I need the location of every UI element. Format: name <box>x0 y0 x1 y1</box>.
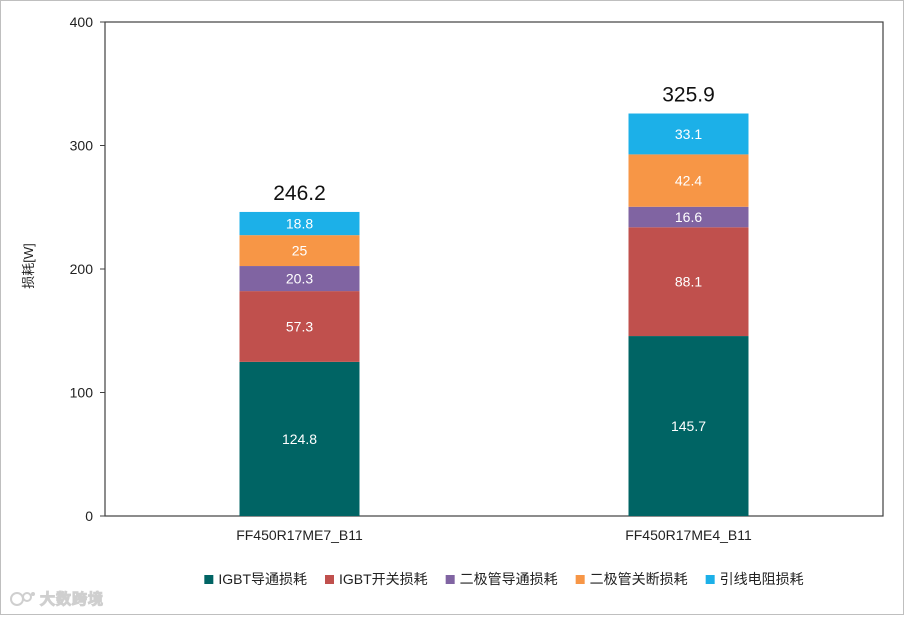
logo-icon <box>10 591 35 606</box>
y-axis-title: 损耗[W] <box>21 243 36 289</box>
y-tick-label: 0 <box>85 508 93 524</box>
legend-label: 引线电阻损耗 <box>720 571 804 587</box>
legend-swatch <box>325 575 334 584</box>
total-value-label: 325.9 <box>662 84 715 107</box>
total-value-label: 246.2 <box>273 182 326 205</box>
axes: 0 100 200 300 400 FF450R17ME7_B11 FF450R17ME4_… <box>70 14 884 543</box>
bar-segment <box>628 113 749 155</box>
segment-value-label: 42.4 <box>675 173 702 189</box>
bars <box>239 113 749 516</box>
legend-label: 二极管导通损耗 <box>460 571 558 587</box>
legend-swatch <box>705 575 715 584</box>
bar-segment <box>239 266 360 292</box>
y-tick-label: 100 <box>70 385 94 401</box>
segment-value-label: 33.1 <box>675 126 702 142</box>
segment-value-label: 18.8 <box>286 216 313 232</box>
data-labels: 124.8 57.3 20.3 25 18.8 246.2 145.7 88.1 16.6 42.… <box>273 84 715 447</box>
legend-item: 二极管关断损耗 <box>575 571 688 587</box>
legend-swatch <box>575 575 585 584</box>
bar-segment <box>628 206 749 228</box>
legend-item: IGBT导通损耗 <box>204 571 307 587</box>
legend-item: 引线电阻损耗 <box>705 571 804 587</box>
legend-swatch <box>445 575 455 584</box>
bar-segment <box>239 211 360 236</box>
watermark-text: 大数跨境 <box>39 590 105 609</box>
bar-segment <box>239 361 360 516</box>
segment-value-label: 25 <box>292 243 308 259</box>
y-tick-label: 400 <box>70 14 94 30</box>
legend-item: IGBT开关损耗 <box>325 571 428 587</box>
watermark: 大数跨境 <box>10 588 104 609</box>
legend-label: 二极管关断损耗 <box>590 571 688 587</box>
y-tick-label: 200 <box>70 261 94 277</box>
y-tick-label: 300 <box>70 138 94 154</box>
legend: IGBT导通损耗 IGBT开关损耗 二极管导通损耗 二极管关断损耗 引线电阻损耗 <box>204 571 804 587</box>
x-category-label: FF450R17ME4_B11 <box>625 527 752 543</box>
segment-value-label: 145.7 <box>671 418 706 434</box>
bar-segment <box>628 154 749 207</box>
legend-item: 二极管导通损耗 <box>445 571 558 587</box>
bar-segment <box>239 235 360 267</box>
legend-label: IGBT开关损耗 <box>339 571 428 587</box>
legend-swatch <box>204 575 214 584</box>
segment-value-label: 16.6 <box>675 209 702 225</box>
segment-value-label: 88.1 <box>675 274 702 290</box>
segment-value-label: 20.3 <box>286 271 313 287</box>
bar-segment <box>239 291 360 362</box>
segment-value-label: 124.8 <box>282 431 317 447</box>
legend-label: IGBT导通损耗 <box>218 571 307 587</box>
plot-area-border <box>104 21 884 517</box>
bar-segment <box>628 227 749 337</box>
x-category-label: FF450R17ME7_B11 <box>236 527 363 543</box>
segment-value-label: 57.3 <box>286 318 313 334</box>
bar-segment <box>628 336 749 516</box>
